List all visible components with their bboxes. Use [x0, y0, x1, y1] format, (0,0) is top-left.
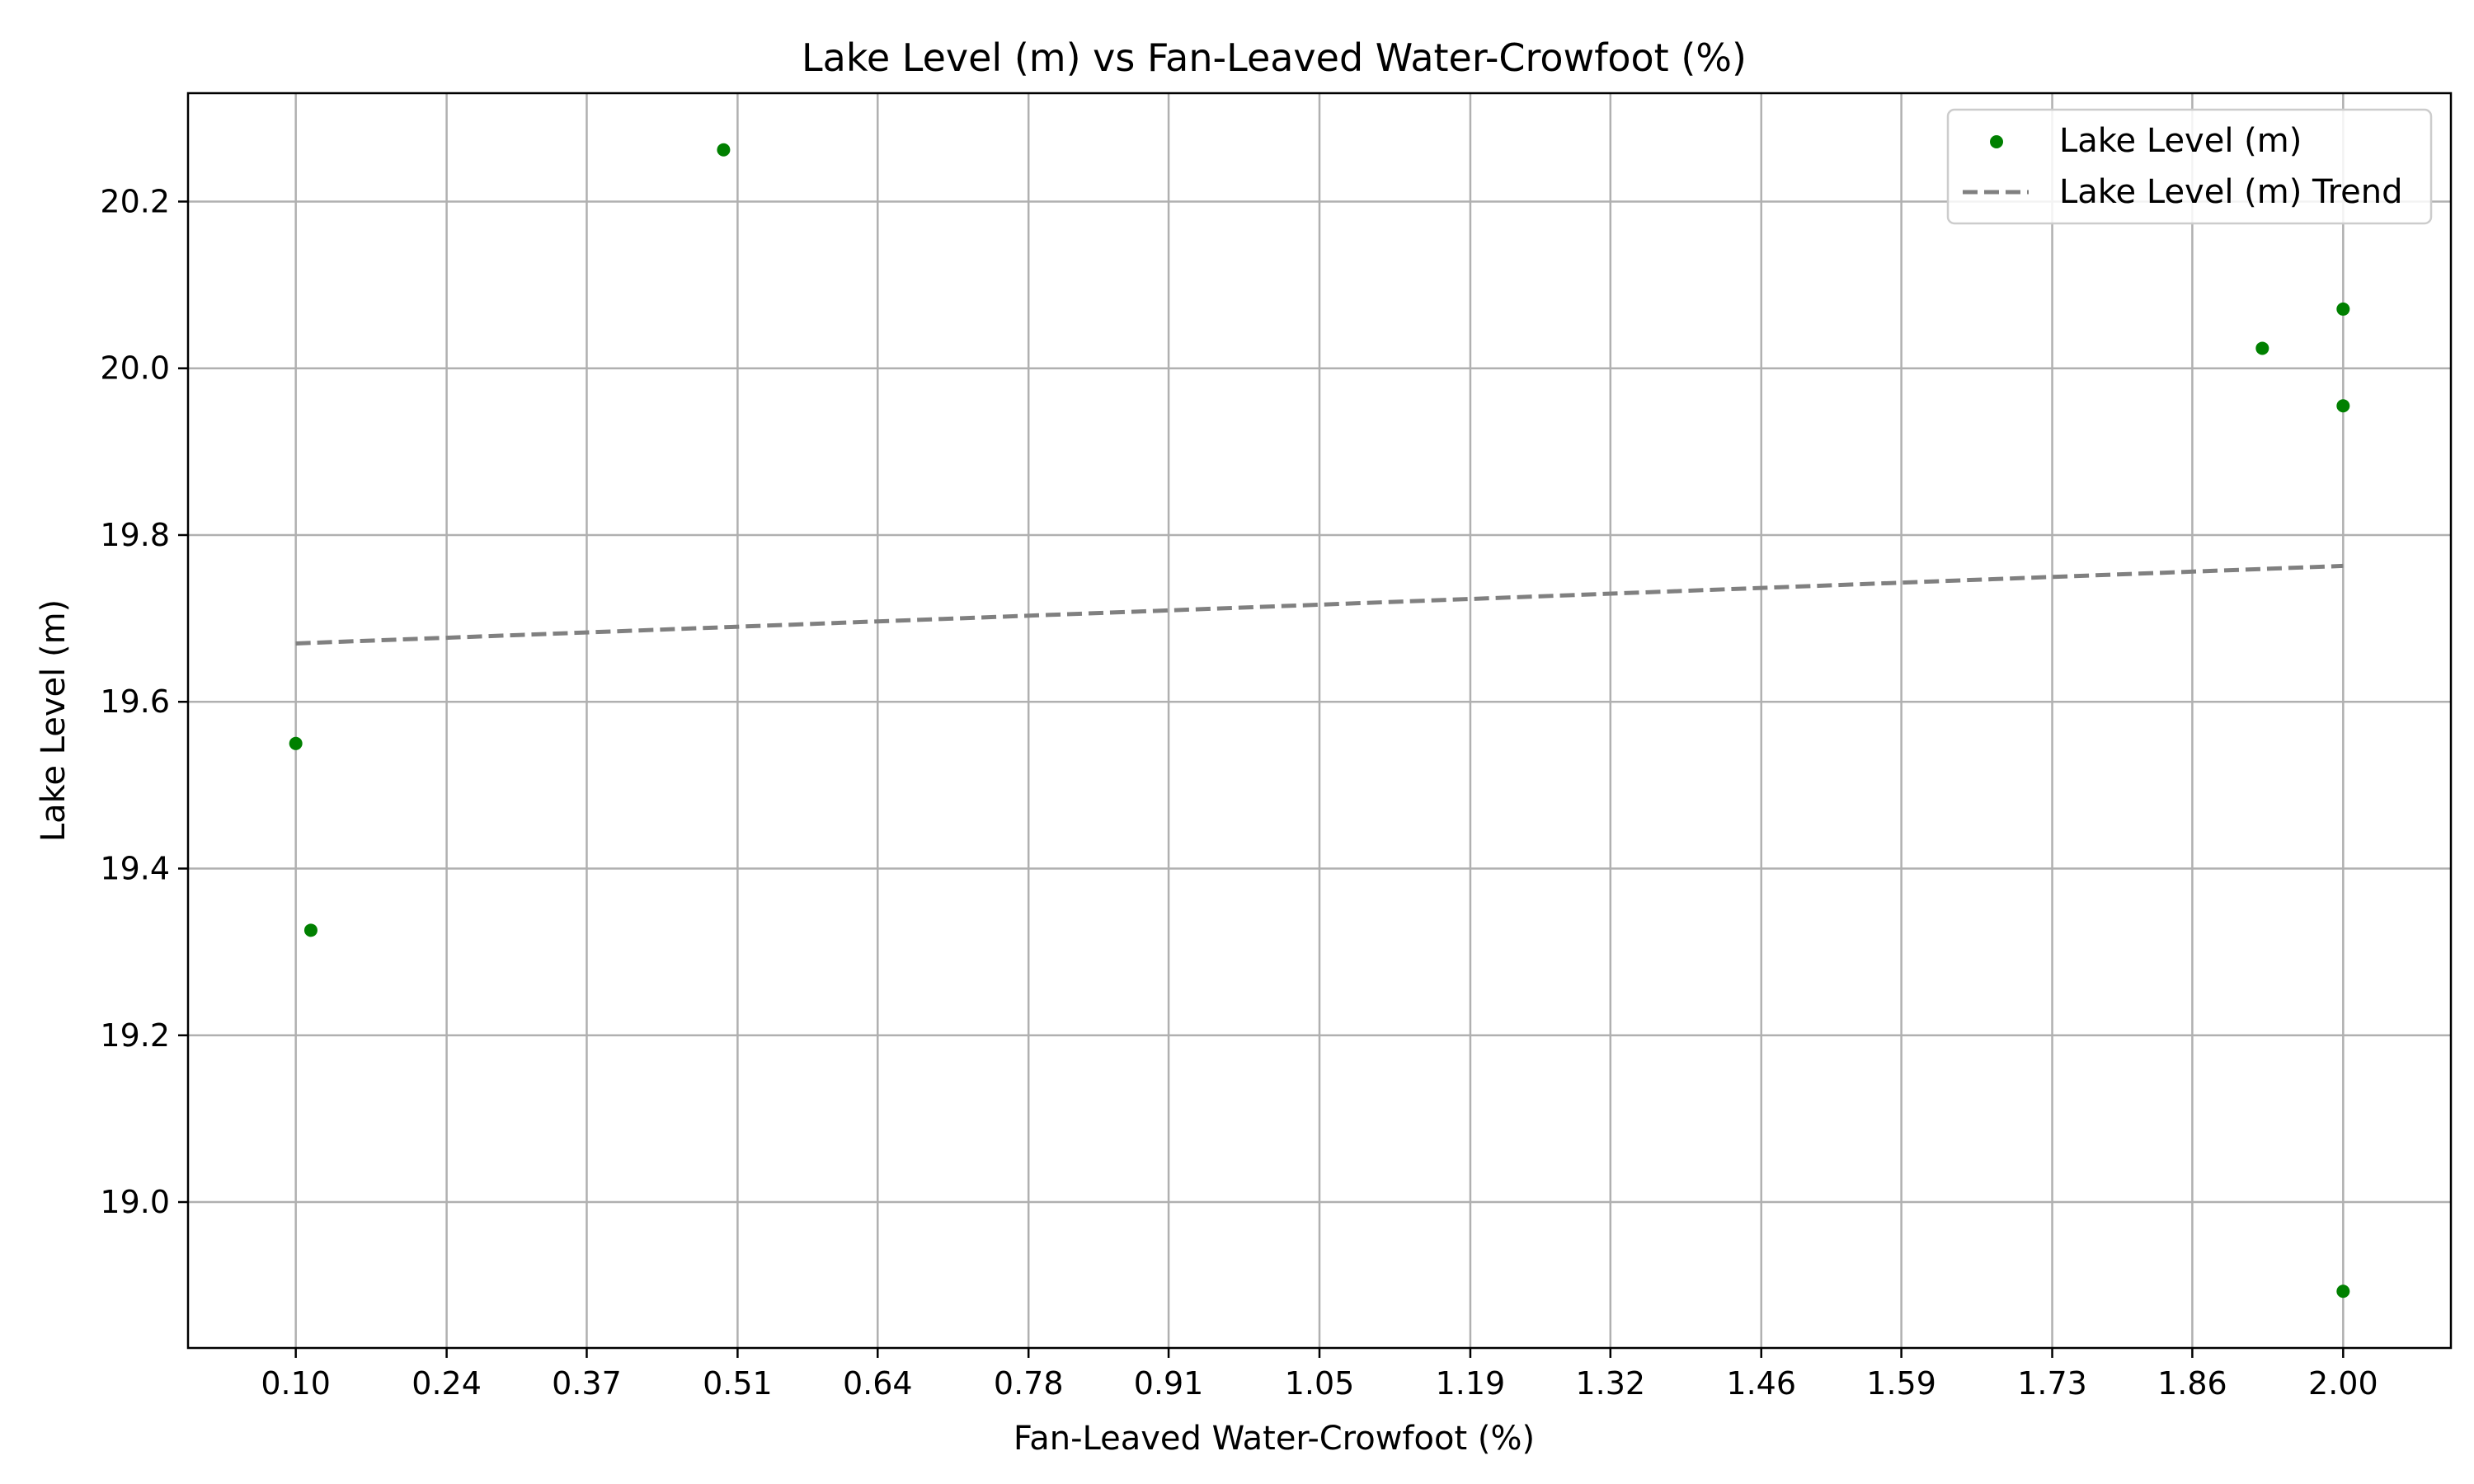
x-tick-label: 1.73 [2017, 1365, 2087, 1402]
legend-marker-scatter [1990, 135, 2003, 148]
chart-title: Lake Level (m) vs Fan-Leaved Water-Crowf… [802, 35, 1747, 80]
legend: Lake Level (m) Lake Level (m) Trend [1946, 108, 2433, 225]
x-tick-label: 1.19 [1436, 1365, 1506, 1402]
x-tick-label: 0.78 [994, 1365, 1064, 1402]
scatter-point [2336, 399, 2350, 413]
x-tick-label: 0.10 [261, 1365, 331, 1402]
legend-label-scatter: Lake Level (m) [2059, 122, 2302, 160]
points-layer [289, 143, 2350, 1298]
scatter-point [2336, 1284, 2350, 1298]
x-tick-label: 0.37 [552, 1365, 622, 1402]
x-tick-label: 1.46 [1726, 1365, 1796, 1402]
x-axis-label: Fan-Leaved Water-Crowfoot (%) [1014, 1420, 1535, 1458]
y-tick-label: 20.2 [100, 183, 170, 219]
trend-layer [295, 563, 2344, 646]
grid-layer [188, 93, 2451, 1348]
scatter-point [2255, 341, 2269, 355]
x-tick-label: 0.64 [843, 1365, 913, 1402]
x-tick-label: 0.24 [412, 1365, 482, 1402]
y-tick-label: 19.4 [100, 851, 170, 887]
scatter-point [717, 143, 731, 157]
y-tick-label: 19.8 [100, 517, 170, 553]
y-tick-layer: 19.0 19.2 19.4 19.6 19.8 20.0 20.2 [100, 183, 188, 1220]
x-tick-label: 0.91 [1134, 1365, 1204, 1402]
y-tick-label: 19.0 [100, 1184, 170, 1220]
y-tick-label: 19.2 [100, 1017, 170, 1054]
trend-line [295, 563, 2344, 646]
scatter-point [303, 923, 317, 937]
legend-box [1946, 108, 2433, 225]
legend-label-trend: Lake Level (m) Trend [2059, 173, 2403, 211]
x-tick-layer: 0.10 0.24 0.37 0.51 0.64 0.78 0.91 1.05 1.19 1.32… [261, 1348, 2378, 1402]
x-tick-label: 0.51 [703, 1365, 773, 1402]
x-tick-label: 1.32 [1575, 1365, 1645, 1402]
x-tick-label: 1.59 [1866, 1365, 1936, 1402]
x-tick-label: 1.05 [1285, 1365, 1355, 1402]
scatter-point [289, 736, 303, 750]
y-tick-label: 20.0 [100, 350, 170, 387]
x-tick-label: 2.00 [2308, 1365, 2378, 1402]
y-tick-label: 19.6 [100, 683, 170, 720]
scatter-point [2336, 302, 2350, 316]
x-tick-label: 1.86 [2157, 1365, 2227, 1402]
y-axis-label: Lake Level (m) [35, 599, 73, 842]
